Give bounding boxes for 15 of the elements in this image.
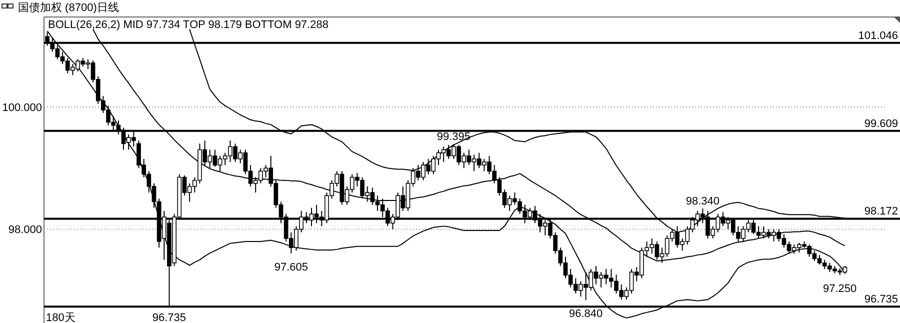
annotation: 98.340	[686, 195, 720, 208]
y-tick-label: 100.000	[2, 102, 42, 114]
annotation: 180天	[46, 312, 76, 323]
annotation: 96.735	[152, 312, 186, 323]
ref-line-label: 96.735	[864, 294, 898, 306]
y-tick-label: 98.000	[8, 224, 42, 236]
ref-line-label: 99.609	[864, 118, 898, 130]
annotation: 96.840	[568, 308, 603, 320]
ref-line-label: 101.046	[858, 30, 898, 42]
annotation: 97.605	[274, 261, 308, 274]
annotation: 99.395	[436, 130, 471, 143]
annotation: 97.250	[823, 283, 857, 296]
annotation: BOLL(26,26,2) MID 97.734 TOP 98.179 BOTTOM 97.288	[48, 19, 328, 31]
ref-line-label: 98.172	[864, 206, 898, 218]
chart-title: 国债加权 (8700)日线	[18, 1, 119, 14]
